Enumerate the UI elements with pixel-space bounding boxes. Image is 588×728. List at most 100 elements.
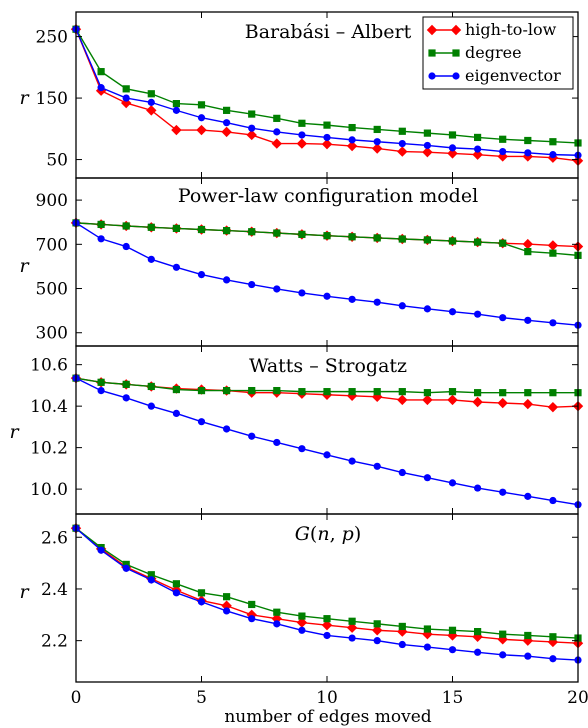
data-point [273, 114, 281, 122]
data-point [549, 319, 557, 327]
data-point [273, 438, 281, 447]
data-point [524, 136, 532, 145]
data-point [223, 607, 231, 615]
data-point [97, 378, 105, 386]
data-point [197, 225, 206, 234]
y-tick-label: 700 [36, 235, 68, 255]
data-point [197, 114, 206, 122]
data-point [271, 138, 282, 149]
data-point [474, 310, 482, 318]
data-point [499, 488, 507, 496]
y-axis-label: r [19, 581, 30, 603]
x-tick-label: 0 [71, 688, 82, 708]
x-tick-label: 20 [567, 688, 588, 708]
data-point [448, 646, 457, 654]
data-point [246, 129, 257, 141]
data-point [323, 631, 331, 640]
y-axis-label: r [19, 255, 30, 277]
data-point [122, 85, 130, 93]
data-point [448, 479, 457, 487]
data-point [472, 149, 483, 160]
legend-item-high-to-low: high-to-low [426, 20, 557, 39]
data-point [197, 598, 206, 606]
data-point [373, 388, 381, 396]
legend-marker [452, 49, 460, 57]
data-point [273, 128, 281, 136]
data-point [398, 468, 406, 477]
data-point [448, 308, 457, 316]
title-p: p [342, 523, 354, 545]
data-point [373, 138, 381, 146]
data-point [524, 492, 532, 500]
data-point [298, 612, 306, 620]
series-degree [72, 25, 582, 147]
data-point [122, 94, 130, 102]
data-point [499, 314, 507, 322]
data-point [97, 235, 105, 243]
data-point [346, 140, 358, 152]
data-point [448, 237, 457, 245]
data-point [122, 560, 130, 568]
data-point [524, 389, 532, 397]
data-point [398, 640, 406, 649]
data-point [321, 138, 333, 150]
data-point [122, 242, 130, 251]
x-tick-label: 5 [196, 688, 207, 708]
data-point [323, 388, 331, 396]
data-point [172, 409, 180, 418]
data-point [547, 401, 559, 413]
data-point [524, 316, 532, 324]
data-point [524, 248, 532, 256]
panel-barabasi-albert: 50 150 250 r Barabási – Albert high-to-low… [19, 11, 584, 179]
data-point [323, 232, 331, 240]
y-tick-label: 10.0 [30, 480, 68, 500]
data-point [122, 394, 130, 402]
data-point [147, 255, 155, 263]
data-point [248, 600, 256, 609]
y-tick-label: 150 [36, 89, 68, 109]
data-point [372, 625, 383, 636]
legend-marker [426, 24, 438, 36]
data-point [298, 626, 306, 634]
data-point [348, 123, 356, 132]
data-point [298, 119, 306, 127]
data-point [147, 98, 155, 106]
data-point [296, 617, 308, 628]
data-point [298, 388, 306, 396]
data-point [172, 100, 180, 108]
data-point [172, 106, 180, 114]
data-point [298, 131, 306, 139]
data-point [197, 589, 206, 597]
data-point [273, 620, 281, 628]
data-point [197, 101, 206, 109]
data-point [474, 628, 482, 636]
y-tick-label: 900 [36, 191, 68, 211]
data-point [172, 224, 180, 232]
legend-marker [428, 72, 436, 80]
data-point [122, 564, 130, 572]
title-n: n [317, 523, 329, 545]
y-tick-label: 250 [36, 28, 68, 48]
data-point [398, 388, 406, 396]
title-g: G [295, 523, 310, 545]
data-point [248, 228, 256, 236]
data-point [147, 382, 155, 391]
data-point [147, 402, 155, 410]
y-tick-label: 2.2 [41, 632, 68, 652]
data-point [447, 148, 458, 159]
data-point [147, 90, 155, 98]
data-point [348, 233, 356, 241]
data-point [398, 302, 406, 310]
data-point [423, 129, 431, 137]
y-tick-label: 10.2 [30, 439, 68, 459]
data-point [474, 484, 482, 492]
data-point [549, 655, 557, 663]
data-point [499, 147, 507, 156]
data-point [147, 576, 155, 584]
x-axis-label: number of edges moved [224, 707, 431, 727]
data-point [172, 385, 180, 394]
data-point [221, 600, 232, 611]
data-point [97, 386, 105, 395]
data-point [373, 125, 381, 134]
data-point [472, 631, 483, 642]
